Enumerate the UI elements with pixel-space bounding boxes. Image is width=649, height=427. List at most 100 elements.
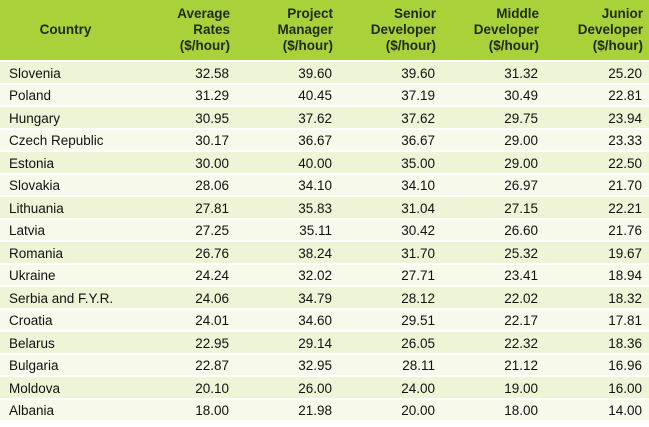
table-row: Serbia and F.Y.R. 24.06 34.79 28.12 22.02 18.… [0,286,649,310]
rate-cell: 32.02 [236,263,339,287]
rate-cell: 20.00 [339,398,442,422]
rate-cell: 21.98 [236,398,339,422]
rate-cell: 25.20 [545,61,649,85]
header-text-line: Developer [370,22,436,37]
header-text-line: Manager [277,22,333,37]
rate-cell: 27.81 [133,196,236,220]
rate-cell: 22.02 [442,286,545,310]
table-row: Estonia 30.00 40.00 35.00 29.00 22.50 [0,151,649,175]
rate-cell: 16.00 [545,376,649,400]
rate-cell: 31.04 [339,196,442,220]
header-text-line: ($/hour) [488,38,539,53]
rate-cell: 34.79 [236,286,339,310]
rate-cell: 22.17 [442,308,545,332]
rate-cell: 36.67 [236,128,339,152]
country-cell: Slovakia [0,173,133,197]
table-row: Hungary 30.95 37.62 37.62 29.75 23.94 [0,106,649,130]
rate-cell: 37.19 [339,83,442,107]
rate-cell: 22.21 [545,196,649,220]
header-row: Country Average Rates ($/hour) Project Manage… [0,0,649,62]
rate-cell: 37.62 [236,106,339,130]
rate-cell: 28.11 [339,353,442,377]
rate-cell: 18.36 [545,331,649,355]
table-row: Poland 31.29 40.45 37.19 30.49 22.81 [0,83,649,107]
rate-cell: 24.00 [339,376,442,400]
country-cell: Bulgaria [0,353,133,377]
table-row: Ukraine 24.24 32.02 27.71 23.41 18.94 [0,263,649,287]
rate-cell: 29.00 [442,128,545,152]
rate-cell: 39.60 [236,61,339,85]
project-manager-header: Project Manager ($/hour) [236,0,339,62]
rate-cell: 17.81 [545,308,649,332]
rate-cell: 22.95 [133,331,236,355]
rate-cell: 22.50 [545,151,649,175]
rate-cell: 28.12 [339,286,442,310]
table-row: Croatia 24.01 34.60 29.51 22.17 17.81 [0,308,649,332]
rate-cell: 23.94 [545,106,649,130]
rate-cell: 23.33 [545,128,649,152]
table-row: Belarus 22.95 29.14 26.05 22.32 18.36 [0,331,649,355]
rate-cell: 30.17 [133,128,236,152]
rate-cell: 26.60 [442,218,545,242]
rate-cell: 30.95 [133,106,236,130]
rate-cell: 21.76 [545,218,649,242]
table-row: Czech Republic 30.17 36.67 36.67 29.00 23.33 [0,128,649,152]
header-text-line: Junior [601,6,643,21]
header-text-line: Country [39,22,92,37]
country-cell: Lithuania [0,196,133,220]
rate-cell: 37.62 [339,106,442,130]
rate-cell: 35.11 [236,218,339,242]
header-text-line: Average [177,6,230,21]
rate-cell: 30.42 [339,218,442,242]
rate-cell: 29.14 [236,331,339,355]
rate-cell: 18.32 [545,286,649,310]
rate-cell: 19.00 [442,376,545,400]
table-row: Albania 18.00 21.98 20.00 18.00 14.00 [0,398,649,422]
rate-cell: 31.70 [339,241,442,265]
rate-cell: 36.67 [339,128,442,152]
table-row: Romania 26.76 38.24 31.70 25.32 19.67 [0,241,649,265]
header-text-line: ($/hour) [179,38,230,53]
country-cell: Latvia [0,218,133,242]
header-text-line: ($/hour) [592,38,643,53]
rate-cell: 39.60 [339,61,442,85]
rate-cell: 20.10 [133,376,236,400]
country-cell: Romania [0,241,133,265]
rate-cell: 27.25 [133,218,236,242]
header-text-line: Rates [193,22,230,37]
average-rates-header: Average Rates ($/hour) [133,0,236,62]
rate-cell: 14.00 [545,398,649,422]
rate-cell: 24.06 [133,286,236,310]
rate-cell: 21.12 [442,353,545,377]
country-cell: Serbia and F.Y.R. [0,286,133,310]
table-row: Bulgaria 22.87 32.95 28.11 21.12 16.96 [0,353,649,377]
rate-cell: 24.24 [133,263,236,287]
country-cell: Albania [0,398,133,422]
rate-cell: 23.41 [442,263,545,287]
rate-cell: 21.70 [545,173,649,197]
rate-cell: 27.71 [339,263,442,287]
rate-cell: 40.00 [236,151,339,175]
table-row: Moldova 20.10 26.00 24.00 19.00 16.00 [0,376,649,400]
table-body: Slovenia 32.58 39.60 39.60 31.32 25.20 Poland 3… [0,61,649,422]
rate-cell: 27.15 [442,196,545,220]
rate-cell: 40.45 [236,83,339,107]
junior-developer-header: Junior Developer ($/hour) [545,0,649,62]
header-text-line: Developer [577,22,643,37]
rate-cell: 31.29 [133,83,236,107]
rate-cell: 26.05 [339,331,442,355]
country-header: Country [0,0,133,62]
country-cell: Slovenia [0,61,133,85]
rate-cell: 29.51 [339,308,442,332]
country-cell: Estonia [0,151,133,175]
table-row: Slovakia 28.06 34.10 34.10 26.97 21.70 [0,173,649,197]
rate-cell: 22.87 [133,353,236,377]
rate-cell: 31.32 [442,61,545,85]
rate-cell: 26.97 [442,173,545,197]
rate-cell: 29.75 [442,106,545,130]
header-text-line: Middle [496,6,539,21]
header-text-line: ($/hour) [385,38,436,53]
country-cell: Poland [0,83,133,107]
country-cell: Belarus [0,331,133,355]
